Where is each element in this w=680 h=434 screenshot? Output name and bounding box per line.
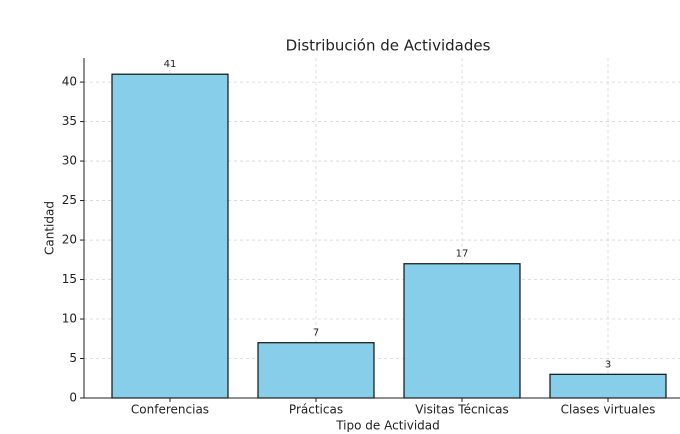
y-tick-label: 30 [62, 154, 77, 168]
x-tick-label: Conferencias [131, 403, 209, 417]
bar [257, 342, 375, 399]
bar [549, 373, 667, 399]
value-label: 3 [605, 359, 611, 370]
y-tick-label: 25 [62, 193, 77, 207]
chart-title: Distribución de Actividades [286, 37, 491, 55]
bar [111, 73, 229, 399]
y-tick-label: 0 [69, 391, 77, 405]
x-tick-label: Clases virtuales [561, 403, 656, 417]
y-tick-label: 40 [62, 75, 77, 89]
y-tick-label: 15 [62, 272, 77, 286]
y-tick-label: 20 [62, 233, 77, 247]
y-tick-label: 10 [62, 312, 77, 326]
value-label: 41 [164, 59, 177, 70]
value-label: 17 [456, 249, 469, 260]
x-tick-label: Visitas Técnicas [415, 403, 508, 417]
y-tick-label: 35 [62, 114, 77, 128]
y-tick-label: 5 [69, 351, 77, 365]
value-label: 7 [313, 328, 319, 339]
bar [403, 263, 521, 399]
x-axis-label: Tipo de Actividad [335, 419, 440, 433]
y-axis-label: Cantidad [43, 201, 57, 255]
x-tick-label: Prácticas [289, 403, 343, 417]
